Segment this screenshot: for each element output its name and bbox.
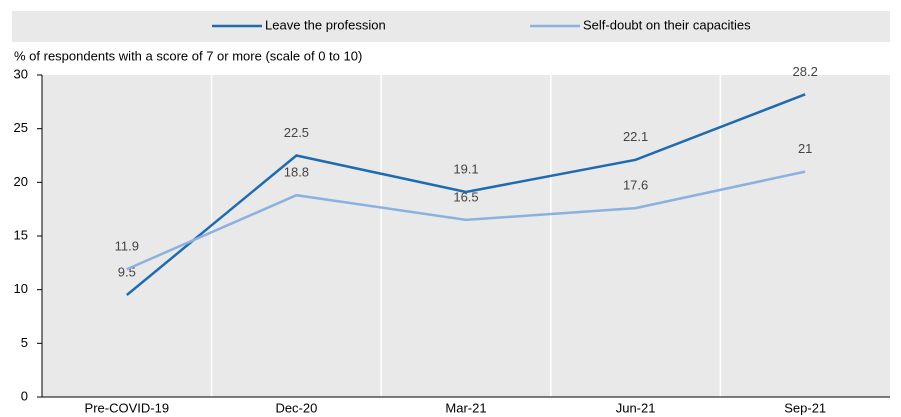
data-label: 19.1 bbox=[453, 161, 478, 176]
data-label: 11.9 bbox=[115, 239, 139, 254]
legend-label: Leave the profession bbox=[265, 17, 386, 32]
data-label: 22.1 bbox=[623, 129, 648, 144]
series-line bbox=[126, 170, 806, 271]
data-label: 28.2 bbox=[793, 64, 818, 79]
data-label: 21 bbox=[798, 141, 812, 156]
y-tick-label: 20 bbox=[14, 174, 28, 189]
y-tick-label: 0 bbox=[21, 388, 28, 403]
x-tick-label: Dec-20 bbox=[275, 400, 317, 415]
y-tick-label: 10 bbox=[14, 281, 28, 296]
x-tick-label: Pre-COVID-19 bbox=[85, 400, 170, 415]
x-tick-label: Sep-21 bbox=[784, 400, 826, 415]
series-line bbox=[126, 93, 806, 296]
x-tick-label: Mar-21 bbox=[445, 400, 486, 415]
plot-area bbox=[42, 75, 890, 397]
legend-box bbox=[12, 11, 890, 42]
data-label: 18.8 bbox=[284, 165, 309, 180]
y-tick-label: 5 bbox=[21, 335, 28, 350]
y-tick-label: 15 bbox=[14, 227, 28, 242]
y-axis-label: % of respondents with a score of 7 or mo… bbox=[14, 48, 362, 63]
data-label: 16.5 bbox=[453, 189, 478, 204]
y-tick-label: 25 bbox=[14, 120, 28, 135]
x-tick-label: Jun-21 bbox=[616, 400, 656, 415]
data-label: 22.5 bbox=[284, 125, 309, 140]
y-tick-label: 30 bbox=[14, 66, 28, 81]
data-label: 17.6 bbox=[623, 178, 648, 193]
legend-label: Self-doubt on their capacities bbox=[583, 17, 751, 32]
